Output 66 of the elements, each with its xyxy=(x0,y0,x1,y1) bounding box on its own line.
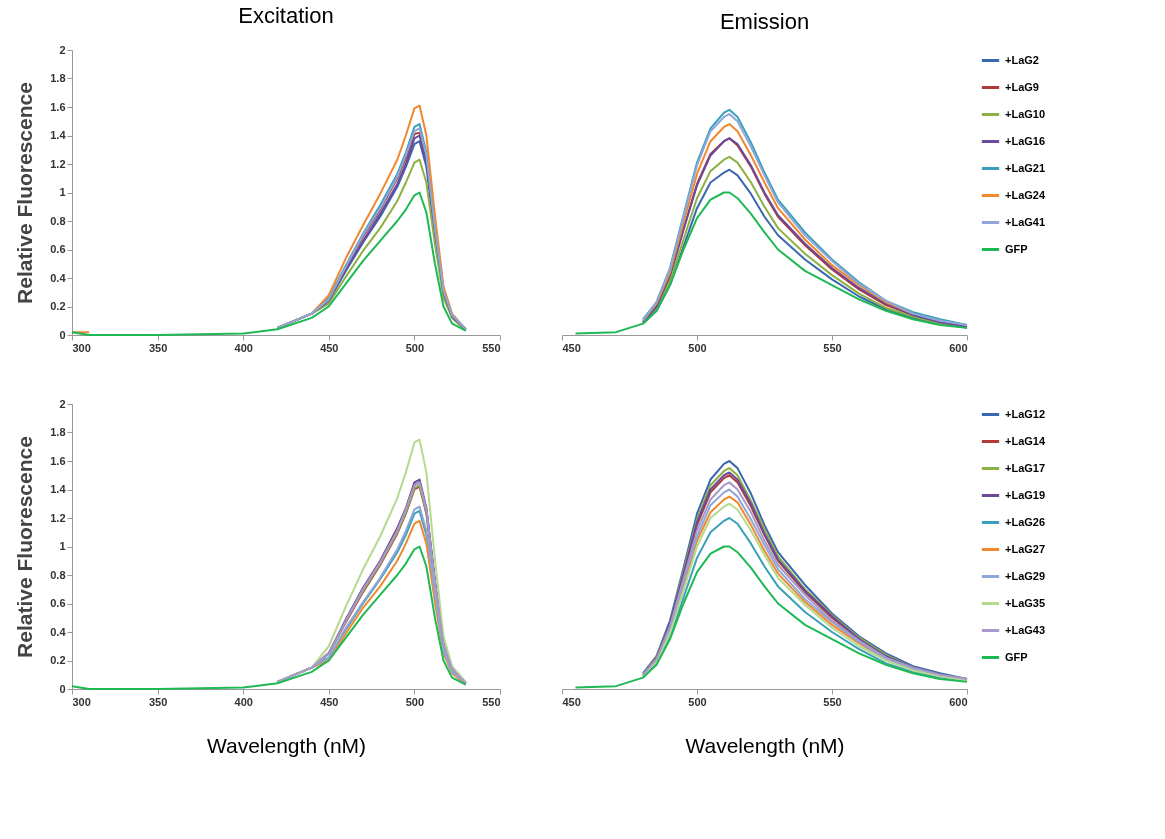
y-tick-label: 0.8 xyxy=(50,568,66,581)
x-tick-label: 500 xyxy=(405,341,425,354)
legend-label: +LaG2 xyxy=(1005,53,1039,66)
y-tick-label: 0.4 xyxy=(50,625,67,638)
x-tick-label: 450 xyxy=(562,341,581,354)
legend-label: +LaG16 xyxy=(1005,134,1046,147)
y-tick-label: 2 xyxy=(59,43,66,56)
y-tick-label: 1.8 xyxy=(50,72,66,84)
legend-label: +LaG10 xyxy=(1005,107,1046,120)
x-tick-label: 350 xyxy=(148,695,168,708)
y-axis-title: Relative Fluorescence xyxy=(13,436,37,658)
x-tick-label: 600 xyxy=(949,341,968,354)
x-tick-label: 500 xyxy=(405,695,425,708)
y-tick-label: 0.4 xyxy=(50,271,67,284)
x-tick-label: 300 xyxy=(72,341,91,354)
x-tick-label: 350 xyxy=(148,341,168,354)
x-tick-label: 400 xyxy=(234,695,253,708)
y-tick-label: 0.6 xyxy=(50,597,66,609)
x-tick-label: 600 xyxy=(949,695,968,708)
y-tick-label: 0.8 xyxy=(50,214,66,227)
legend-label: +LaG35 xyxy=(1005,596,1046,609)
x-tick-label: 550 xyxy=(823,341,842,354)
y-tick-label: 1 xyxy=(59,540,66,552)
y-tick-label: 1.4 xyxy=(50,129,67,141)
chart-title: Excitation xyxy=(238,3,334,28)
legend-label: +LaG24 xyxy=(1005,188,1046,201)
legend-label: +LaG26 xyxy=(1005,515,1046,528)
y-axis-title: Relative Fluorescence xyxy=(13,82,37,304)
y-tick-label: 0.2 xyxy=(50,654,66,666)
y-tick-label: 1.2 xyxy=(50,511,66,524)
legend-label: +LaG29 xyxy=(1005,569,1046,582)
legend-label: +LaG27 xyxy=(1005,542,1046,555)
legend-label: +LaG9 xyxy=(1005,80,1039,93)
legend-label: +LaG19 xyxy=(1005,488,1046,501)
y-tick-label: 0.6 xyxy=(50,243,66,255)
legend-label: +LaG12 xyxy=(1005,407,1046,420)
legend-label: GFP xyxy=(1005,242,1028,255)
legend-label: +LaG14 xyxy=(1005,434,1046,447)
y-tick-label: 1.6 xyxy=(50,454,66,467)
y-tick-label: 1.8 xyxy=(50,426,66,438)
legend-label: GFP xyxy=(1005,650,1028,663)
y-tick-label: 0.2 xyxy=(50,300,66,312)
chart-title: Emission xyxy=(719,9,810,34)
legend-label: +LaG43 xyxy=(1005,623,1046,636)
y-tick-label: 1 xyxy=(59,186,66,198)
x-tick-label: 550 xyxy=(482,341,501,354)
x-tick-label: 450 xyxy=(320,695,339,708)
x-tick-label: 450 xyxy=(320,341,339,354)
x-tick-label: 500 xyxy=(688,341,707,354)
y-tick-label: 0 xyxy=(59,328,66,341)
y-tick-label: 1.2 xyxy=(50,157,66,170)
y-tick-label: 0 xyxy=(59,682,66,695)
x-axis-title: Wavelength (nM) xyxy=(685,733,845,757)
y-tick-label: 1.6 xyxy=(50,100,66,113)
y-tick-label: 2 xyxy=(59,397,66,410)
x-tick-label: 550 xyxy=(823,695,842,708)
legend-label: +LaG21 xyxy=(1005,161,1046,174)
legend-label: +LaG17 xyxy=(1005,461,1046,474)
x-tick-label: 450 xyxy=(562,695,581,708)
x-axis-title: Wavelength (nM) xyxy=(206,733,367,757)
y-tick-label: 1.4 xyxy=(50,483,67,495)
x-tick-label: 300 xyxy=(72,695,91,708)
x-tick-label: 400 xyxy=(234,341,253,354)
legend-label: +LaG41 xyxy=(1005,215,1046,228)
x-tick-label: 500 xyxy=(688,695,707,708)
x-tick-label: 550 xyxy=(482,695,501,708)
